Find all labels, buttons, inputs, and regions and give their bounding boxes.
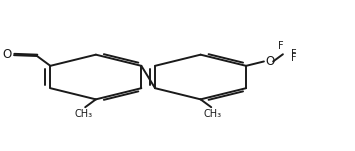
- Text: F: F: [278, 41, 284, 51]
- Text: O: O: [265, 55, 274, 68]
- Text: O: O: [2, 48, 11, 61]
- Text: CH₃: CH₃: [74, 109, 93, 119]
- Text: F: F: [291, 53, 296, 63]
- Text: CH₃: CH₃: [204, 109, 222, 119]
- Text: F: F: [291, 48, 296, 58]
